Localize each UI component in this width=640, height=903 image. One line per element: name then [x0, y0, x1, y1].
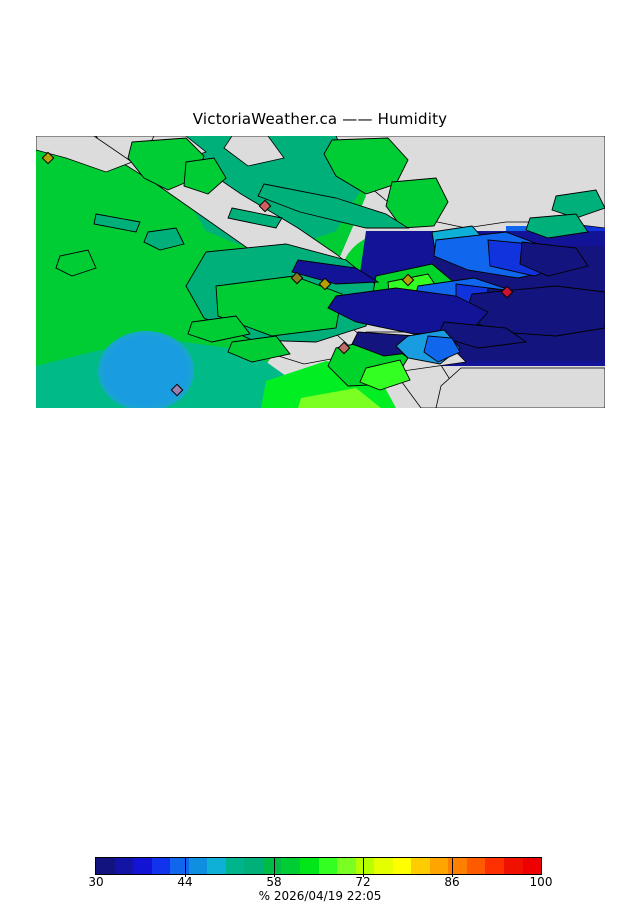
colorbar-segment-11 — [300, 858, 319, 874]
colorbar-segment-18 — [429, 858, 449, 874]
colorbar-divider-44 — [185, 858, 186, 874]
station-marker[interactable] — [337, 341, 351, 355]
colorbar-tick-labels: 30 44 58 72 86 100 — [0, 875, 640, 889]
colorbar-divider-72 — [363, 858, 364, 874]
colorbar-segment-22 — [504, 858, 523, 874]
colorbar-segment-15 — [374, 858, 393, 874]
colorbar-segment-14 — [355, 858, 375, 874]
colorbar-segment-12 — [318, 858, 338, 874]
colorbar-label-44: 44 — [177, 875, 193, 889]
station-marker[interactable] — [41, 151, 55, 165]
colorbar-label-86: 86 — [444, 875, 460, 889]
colorbar-label-58: 58 — [266, 875, 282, 889]
station-marker[interactable] — [500, 285, 514, 299]
station-marker[interactable] — [170, 383, 184, 397]
colorbar-segment-20 — [466, 858, 486, 874]
colorbar-caption: % 2026/04/19 22:05 — [258, 889, 382, 903]
colorbar-segment-1 — [114, 858, 134, 874]
colorbar-segment-21 — [485, 858, 505, 874]
colorbar-label-30: 30 — [88, 875, 104, 889]
map-frame[interactable] — [36, 136, 605, 408]
colorbar-divider-58 — [274, 858, 275, 874]
colorbar-segment-0 — [96, 858, 115, 874]
colorbar-segment-17 — [411, 858, 430, 874]
island-outlines — [55, 137, 605, 391]
station-marker[interactable] — [290, 271, 304, 285]
humidity-contour-map[interactable] — [36, 136, 605, 408]
colorbar-segment-10 — [281, 858, 301, 874]
colorbar-segment-13 — [337, 858, 356, 874]
colorbar-segment-2 — [133, 858, 152, 874]
colorbar-divider-86 — [452, 858, 453, 874]
page-title: VictoriaWeather.ca —— Humidity — [192, 110, 448, 128]
colorbar-segment-8 — [244, 858, 263, 874]
colorbar-segment-6 — [207, 858, 226, 874]
colorbar-segment-5 — [188, 858, 208, 874]
colorbar-label-100: 100 — [529, 875, 553, 889]
station-marker[interactable] — [318, 277, 332, 291]
colorbar-segment-3 — [151, 858, 171, 874]
colorbar-segment-9 — [262, 858, 282, 874]
station-markers[interactable] — [41, 151, 514, 397]
colorbar-legend: 30 44 58 72 86 100 % 2026/04/19 22:05 — [0, 425, 640, 903]
colorbar-label-72: 72 — [355, 875, 371, 889]
colorbar-segment-16 — [392, 858, 412, 874]
station-marker[interactable] — [258, 199, 272, 213]
station-marker[interactable] — [401, 273, 415, 287]
colorbar-segment-7 — [225, 858, 245, 874]
weather-map-page: VictoriaWeather.ca —— Humidity — [0, 110, 640, 903]
colorbar-segment-23 — [522, 858, 542, 874]
